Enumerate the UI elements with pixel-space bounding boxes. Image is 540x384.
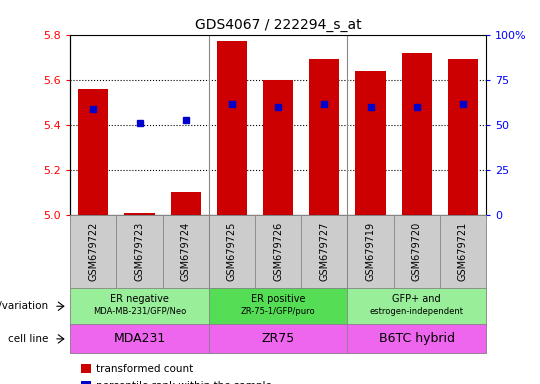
Text: estrogen-independent: estrogen-independent — [370, 307, 464, 316]
Bar — [355, 71, 386, 215]
Text: GSM679727: GSM679727 — [319, 222, 329, 281]
Text: MDA-MB-231/GFP/Neo: MDA-MB-231/GFP/Neo — [93, 307, 186, 316]
Bar — [78, 89, 109, 215]
Bar — [217, 41, 247, 215]
Text: ZR75: ZR75 — [261, 333, 295, 345]
Bar — [448, 60, 478, 215]
Text: cell line: cell line — [8, 334, 49, 344]
Text: transformed count: transformed count — [96, 364, 193, 374]
Text: GFP+ and: GFP+ and — [393, 294, 441, 305]
Bar — [263, 80, 293, 215]
Bar — [309, 60, 339, 215]
Text: GSM679720: GSM679720 — [411, 222, 422, 281]
Text: GSM679721: GSM679721 — [458, 222, 468, 281]
Bar — [125, 213, 154, 215]
Text: ER positive: ER positive — [251, 294, 305, 305]
Text: GSM679724: GSM679724 — [181, 222, 191, 281]
Bar — [402, 53, 431, 215]
Text: GSM679722: GSM679722 — [89, 222, 98, 281]
Title: GDS4067 / 222294_s_at: GDS4067 / 222294_s_at — [195, 18, 361, 32]
Text: B6TC hybrid: B6TC hybrid — [379, 333, 455, 345]
Text: GSM679719: GSM679719 — [366, 222, 375, 281]
Text: ER negative: ER negative — [110, 294, 169, 305]
Text: GSM679725: GSM679725 — [227, 222, 237, 281]
Text: genotype/variation: genotype/variation — [0, 301, 49, 311]
Text: GSM679723: GSM679723 — [134, 222, 145, 281]
Text: MDA231: MDA231 — [113, 333, 166, 345]
Text: ZR-75-1/GFP/puro: ZR-75-1/GFP/puro — [241, 307, 315, 316]
Text: percentile rank within the sample: percentile rank within the sample — [96, 381, 272, 384]
Bar — [171, 192, 201, 215]
Text: GSM679726: GSM679726 — [273, 222, 283, 281]
